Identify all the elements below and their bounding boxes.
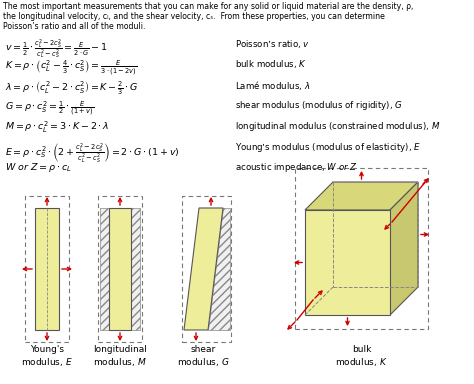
Polygon shape (390, 182, 418, 315)
Text: Young’s modulus (modulus of elasticity), $E$: Young’s modulus (modulus of elasticity),… (235, 141, 421, 154)
Text: Young's
modulus, $E$: Young's modulus, $E$ (21, 345, 73, 368)
Bar (25, 196, 69, 342)
Text: Poisson’s ratio and all of the moduli.: Poisson’s ratio and all of the moduli. (3, 22, 146, 31)
Text: Poisson’s ratio, $v$: Poisson’s ratio, $v$ (235, 38, 310, 50)
Text: longitudinal modulus (constrained modulus), $M$: longitudinal modulus (constrained modulu… (235, 120, 440, 133)
Bar (182, 196, 231, 342)
Text: $G = \rho \cdot c_S^2 = \frac{1}{2} \cdot \frac{E}{(1+v)}$: $G = \rho \cdot c_S^2 = \frac{1}{2} \cdo… (5, 99, 94, 119)
Polygon shape (184, 208, 223, 330)
Bar (305, 210, 390, 315)
Text: $W\ or\ Z = \rho \cdot c_L$: $W\ or\ Z = \rho \cdot c_L$ (5, 161, 72, 174)
Text: bulk
modulus, $K$: bulk modulus, $K$ (335, 345, 388, 368)
Text: $v = \frac{1}{2} \cdot \frac{c_L^2 - 2c_S^2}{c_L^2 - c_S^2} = \frac{E}{2 \cdot G: $v = \frac{1}{2} \cdot \frac{c_L^2 - 2c_… (5, 38, 108, 61)
Text: shear
modulus, $G$: shear modulus, $G$ (177, 345, 230, 368)
Text: $\lambda = \rho \cdot \left(c_L^2 - 2 \cdot c_S^2\right) = K - \frac{2}{3} \cdot: $\lambda = \rho \cdot \left(c_L^2 - 2 \c… (5, 79, 139, 97)
Text: $M = \rho \cdot c_L^2 = 3 \cdot K - 2 \cdot \lambda$: $M = \rho \cdot c_L^2 = 3 \cdot K - 2 \c… (5, 120, 109, 135)
Bar (295, 168, 428, 329)
Text: acoustic impedance, $W$ $or$ $Z$: acoustic impedance, $W$ $or$ $Z$ (235, 161, 358, 174)
Text: Lamé modulus, $\lambda$: Lamé modulus, $\lambda$ (235, 79, 310, 92)
Polygon shape (305, 182, 418, 210)
Text: bulk modulus, $K$: bulk modulus, $K$ (235, 58, 307, 71)
Text: the longitudinal velocity, cₗ, and the shear velocity, cₛ.  From these propertie: the longitudinal velocity, cₗ, and the s… (3, 12, 385, 21)
Text: The most important measurements that you can make for any solid or liquid materi: The most important measurements that you… (3, 2, 413, 11)
Text: shear modulus (modulus of rigidity), $G$: shear modulus (modulus of rigidity), $G$ (235, 99, 403, 113)
Bar (100, 208, 109, 330)
Bar (109, 208, 131, 330)
Text: $K = \rho \cdot \left(c_L^2 - \frac{4}{3} \cdot c_S^2\right) = \frac{E}{3 \cdot : $K = \rho \cdot \left(c_L^2 - \frac{4}{3… (5, 58, 137, 78)
Bar (131, 208, 140, 330)
Text: longitudinal
modulus, $M$: longitudinal modulus, $M$ (93, 345, 147, 368)
Bar (35, 208, 59, 330)
Bar (98, 196, 142, 342)
Text: $E = \rho \cdot c_S^2 \cdot \left(2 + \frac{c_L^2 - 2c_S^2}{c_L^2 - c_S^2}\right: $E = \rho \cdot c_S^2 \cdot \left(2 + \f… (5, 141, 180, 164)
Polygon shape (208, 208, 230, 330)
